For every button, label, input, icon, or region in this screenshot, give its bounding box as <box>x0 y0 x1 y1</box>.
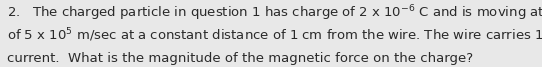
Text: of 5 x $10^{5}$ m/sec at a constant distance of 1 cm from the wire. The wire car: of 5 x $10^{5}$ m/sec at a constant dist… <box>7 26 542 44</box>
Text: 2.   The charged particle in question 1 has charge of 2 x $10^{-6}$ C and is mov: 2. The charged particle in question 1 ha… <box>7 4 542 23</box>
Text: current.  What is the magnitude of the magnetic force on the charge?: current. What is the magnitude of the ma… <box>7 52 473 65</box>
